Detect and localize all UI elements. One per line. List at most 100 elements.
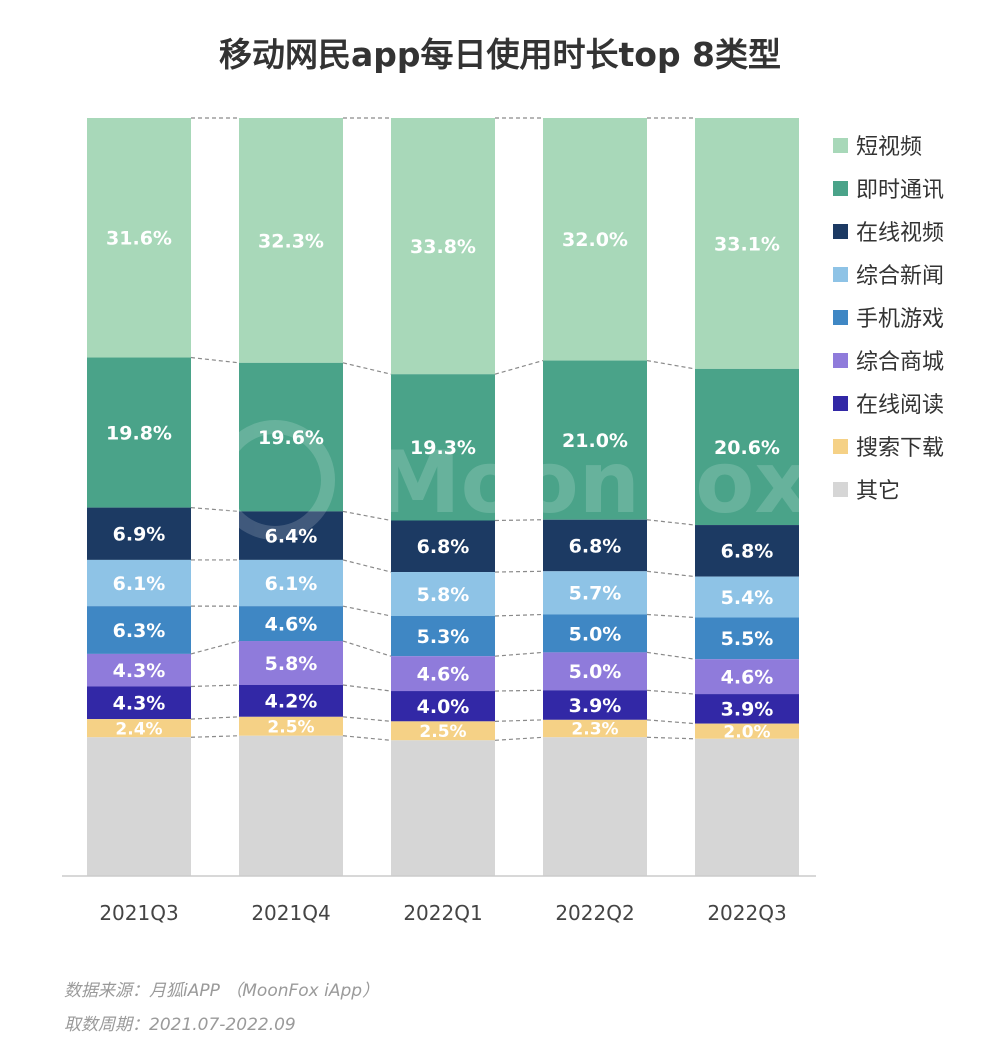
bar-segment-2022Q1-8 [391,740,495,876]
period-note: 取数周期：2021.07-2022.09 [64,1015,296,1035]
data-label-2022Q1-1: 19.3% [410,437,476,459]
connector-line-0-1 [190,356,240,364]
data-label-2021Q3-6: 4.3% [113,693,166,715]
legend-label-5: 综合商城 [856,350,944,375]
data-label-2022Q1-4: 5.3% [417,626,470,648]
connector-line-3-7 [646,719,696,725]
data-label-2022Q3-6: 3.9% [721,699,774,721]
data-label-2021Q4-6: 4.2% [265,691,318,713]
x-axis-ticks: 2021Q3 2021Q4 2022Q1 2022Q2 2022Q3 [99,901,786,925]
source-note: 数据来源：月狐iAPP （MoonFox iApp） [64,981,380,1001]
connector-line-0-7 [190,716,240,720]
data-label-2021Q3-3: 6.1% [113,573,166,595]
connector-line-1-3 [342,559,392,573]
data-label-2021Q4-5: 5.8% [265,653,318,675]
bar-segment-2021Q3-8 [87,737,191,876]
bar-segment-2022Q3-3 [695,576,799,618]
bar-segment-2021Q4-3 [239,559,343,607]
legend-swatch-6 [833,396,848,411]
data-label-2022Q2-1: 21.0% [562,430,628,452]
legend-label-1: 即时通讯 [856,178,944,203]
connector-line-3-4 [646,613,696,619]
bar-segment-2022Q1-2 [391,520,495,573]
connector-line-3-6 [646,689,696,695]
x-tick-label-2021Q3: 2021Q3 [99,901,178,925]
legend-swatch-1 [833,181,848,196]
connector-line-0-2 [190,507,240,513]
connector-line-2-4 [494,613,544,617]
bar-segment-2022Q1-1 [391,374,495,521]
data-label-2021Q3-0: 31.6% [106,228,172,250]
chart-title: 移动网民app每日使用时长top 8类型 [218,35,782,74]
legend-swatch-4 [833,310,848,325]
bar-segment-2021Q3-6 [87,686,191,720]
data-label-2022Q3-3: 5.4% [721,587,774,609]
data-label-2022Q1-0: 33.8% [410,236,476,258]
connector-line-1-8 [342,735,392,741]
bar-segment-2022Q2-8 [543,737,647,876]
bar-segment-2022Q2-6 [543,690,647,720]
data-label-2022Q2-5: 5.0% [569,661,622,683]
bar-segment-2021Q3-7 [87,719,191,738]
bar-segment-2021Q4-8 [239,735,343,876]
legend-label-3: 综合新闻 [856,264,944,289]
bar-segment-2022Q3-7 [695,723,799,739]
legend-swatch-8 [833,482,848,497]
bar-segment-2022Q3-5 [695,659,799,695]
x-tick-label-2022Q1: 2022Q1 [403,901,482,925]
data-label-2022Q1-3: 5.8% [417,584,470,606]
connector-line-1-6 [342,684,392,692]
connector-line-3-1 [646,359,696,370]
data-label-2022Q2-2: 6.8% [569,535,622,557]
bar-segment-2021Q4-0 [239,118,343,363]
data-label-2022Q2-3: 5.7% [569,583,622,605]
connector-line-2-6 [494,689,544,692]
bar-segment-2021Q3-3 [87,559,191,607]
x-tick-label-2022Q3: 2022Q3 [707,901,786,925]
bar-segment-2022Q1-5 [391,656,495,692]
connector-line-1-1 [342,362,392,375]
legend-swatch-3 [833,267,848,282]
data-label-2022Q3-1: 20.6% [714,437,780,459]
bar-segment-2022Q1-7 [391,721,495,741]
bar-segment-2021Q3-5 [87,653,191,687]
bar-segment-2021Q3-0 [87,118,191,358]
connector-line-2-3 [494,570,544,573]
data-label-2022Q2-6: 3.9% [569,695,622,717]
connector-line-2-2 [494,519,544,522]
data-label-2021Q4-1: 19.6% [258,427,324,449]
connector-line-0-6 [190,684,240,688]
bar-segment-2022Q2-1 [543,360,647,520]
bar-segment-2022Q2-4 [543,614,647,653]
connector-line-3-3 [646,570,696,578]
data-label-2021Q4-7: 2.5% [267,717,314,737]
bar-segment-2021Q3-4 [87,606,191,654]
legend-label-2: 在线视频 [856,221,944,246]
bar-segment-2022Q1-6 [391,691,495,722]
data-label-2021Q4-3: 6.1% [265,573,318,595]
data-label-2021Q4-2: 6.4% [265,525,318,547]
bar-segment-2021Q3-1 [87,357,191,508]
legend-label-4: 手机游戏 [856,307,944,332]
bar-segment-2022Q3-6 [695,694,799,724]
bar-segment-2022Q3-2 [695,525,799,577]
connector-line-2-5 [494,651,544,657]
bars-layer [87,118,799,876]
bar-segment-2022Q2-2 [543,519,647,572]
data-label-2022Q3-7: 2.0% [723,722,770,742]
bar-segment-2022Q3-0 [695,118,799,369]
bar-segment-2021Q4-2 [239,511,343,560]
connector-line-0-8 [190,735,240,738]
connector-line-1-2 [342,510,392,522]
data-label-2021Q4-0: 32.3% [258,230,324,252]
connector-lines [190,117,696,741]
data-label-2021Q3-7: 2.4% [115,719,162,739]
bar-segment-2022Q2-0 [543,118,647,361]
connector-line-3-5 [646,651,696,660]
data-label-2022Q1-6: 4.0% [417,696,470,718]
bar-segment-2021Q4-7 [239,716,343,736]
legend-label-7: 搜索下载 [856,436,944,461]
data-label-2022Q1-7: 2.5% [419,722,466,742]
data-label-2021Q3-4: 6.3% [113,620,166,642]
